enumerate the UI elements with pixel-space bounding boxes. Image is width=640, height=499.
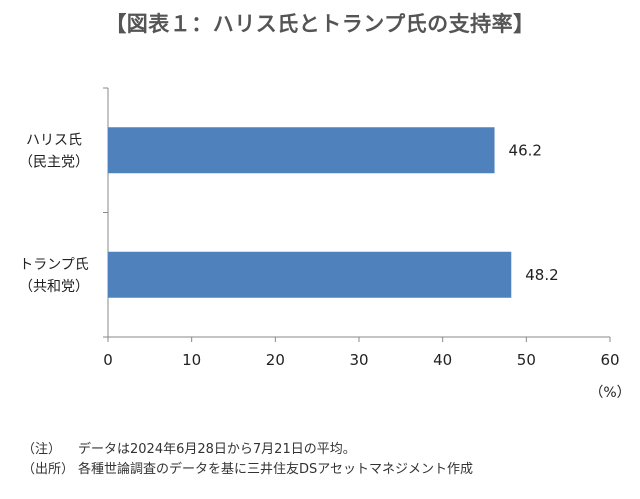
bar [108, 127, 495, 174]
category-ticks [103, 87, 108, 338]
x-tick-label: 50 [517, 351, 536, 369]
x-tick-label: 0 [103, 351, 113, 369]
category-party-label: （民主党） [19, 154, 89, 170]
x-tick-label: 30 [349, 351, 368, 369]
x-tick-label: 60 [600, 351, 619, 369]
category-labels: ハリス氏 （民主党） トランプ氏 （共和党） [19, 132, 89, 295]
note-row: （注） データは2024年6月28日から7月21日の平均。 [22, 438, 356, 457]
note-text: データは2024年6月28日から7月21日の平均。 [78, 442, 356, 457]
bar-value-label: 48.2 [525, 266, 558, 284]
category-party-label: （共和党） [19, 279, 89, 295]
bar-value-label: 46.2 [509, 141, 542, 159]
x-tick-label: 10 [182, 351, 201, 369]
bar [108, 251, 512, 298]
unit-label: （%） [589, 385, 630, 401]
bars: 46.2 48.2 [108, 127, 559, 298]
note-tag: （注） [22, 442, 62, 457]
category-label: ハリス氏 [26, 132, 82, 148]
chart-title: 【図表１：ハリス氏とトランプ氏の支持率】 [105, 12, 535, 36]
source-text: 各種世論調査のデータを基に三井住友DSアセットマネジメント作成 [78, 462, 474, 477]
x-ticks: 0 10 20 30 40 50 60 [103, 337, 620, 369]
x-tick-label: 40 [433, 351, 452, 369]
x-tick-label: 20 [266, 351, 285, 369]
source-tag: （出所） [22, 462, 75, 477]
source-row: （出所） 各種世論調査のデータを基に三井住友DSアセットマネジメント作成 [22, 458, 473, 477]
category-label: トランプ氏 [19, 257, 89, 273]
